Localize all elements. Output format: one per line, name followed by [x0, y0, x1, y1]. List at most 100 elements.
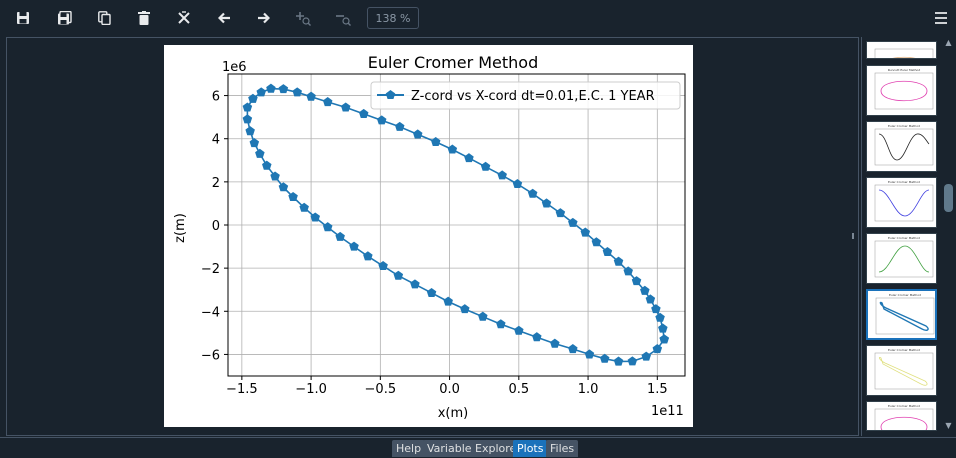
- plot-thumbnail[interactable]: Euler Cromer Method: [866, 289, 937, 340]
- chart-title: Euler Cromer Method: [368, 53, 539, 72]
- data-point: [655, 312, 665, 322]
- data-point: [497, 170, 507, 180]
- thumbnail-frame: [874, 352, 934, 390]
- data-point: [248, 93, 258, 103]
- data-point: [266, 83, 276, 93]
- thumbnail-frame: [874, 184, 934, 222]
- plots-toolbar: 138 %: [0, 0, 956, 36]
- next-icon[interactable]: [250, 6, 276, 30]
- hamburger-menu-icon[interactable]: [930, 8, 952, 28]
- x-tick-label: 0.0: [439, 382, 460, 397]
- x-tick-label: 0.5: [508, 382, 529, 397]
- data-point: [640, 285, 650, 295]
- data-point: [245, 126, 255, 136]
- data-point: [591, 237, 602, 247]
- data-point: [443, 296, 453, 306]
- thumbnail-preview: Runcutt Euler Method: [874, 68, 934, 110]
- data-point: [527, 188, 538, 198]
- data-point: [363, 251, 373, 261]
- thumbnail-frame: [875, 297, 935, 335]
- data-point: [645, 294, 656, 304]
- y-tick-label: 4: [212, 133, 220, 148]
- plot-thumbnail[interactable]: Euler Cromer Method: [866, 345, 937, 396]
- scroll-up-icon[interactable]: ▲: [945, 38, 952, 47]
- data-point: [651, 304, 661, 314]
- plot-thumbnail[interactable]: Euler Cromer Method: [866, 401, 937, 446]
- x-tick-label: −1.0: [295, 382, 327, 397]
- y-offset-label: 1e6: [222, 60, 247, 75]
- data-point: [335, 231, 345, 241]
- data-point: [652, 344, 663, 354]
- thumbnail-preview: Euler Cromer Method: [874, 404, 934, 446]
- x-tick-label: −0.5: [365, 382, 397, 397]
- y-tick-label: −4: [201, 305, 220, 320]
- x-tick-label: −1.5: [226, 382, 258, 397]
- pane-splitter[interactable]: [852, 233, 854, 239]
- data-point: [378, 260, 388, 271]
- previous-icon[interactable]: [211, 6, 237, 30]
- thumbnail-preview: Euler Cromer Method: [874, 180, 934, 222]
- thumbnail-curve: [878, 245, 930, 273]
- data-point: [514, 325, 524, 335]
- y-tick-label: −6: [201, 348, 220, 363]
- data-point: [555, 208, 566, 218]
- data-point: [306, 91, 316, 101]
- delete-all-icon[interactable]: [171, 6, 197, 30]
- data-point: [496, 319, 506, 329]
- data-point: [541, 198, 552, 208]
- plot-thumbnail[interactable]: [866, 41, 937, 86]
- legend-label: Z-cord vs X-cord dt=0.01,E.C. 1 YEAR: [411, 89, 655, 104]
- thumbnail-frame: [874, 48, 934, 86]
- data-point: [322, 222, 333, 232]
- data-point: [480, 161, 491, 171]
- x-axis-label: x(m): [438, 406, 469, 421]
- plot-thumbnail[interactable]: Runcutt Euler Method: [866, 65, 937, 116]
- thumbnail-frame: [874, 128, 934, 166]
- zoom-level[interactable]: 138 %: [367, 7, 419, 29]
- data-point: [412, 129, 423, 139]
- thumbnail-frame: [874, 240, 934, 278]
- data-point: [249, 138, 260, 148]
- plot-thumbnail[interactable]: Euler Cromer Method: [866, 121, 937, 172]
- thumbnail-scrollbar-handle[interactable]: [944, 184, 953, 212]
- data-point: [270, 171, 280, 181]
- plot-thumbnail[interactable]: Euler Cromer Method: [866, 233, 937, 284]
- scroll-down-icon[interactable]: ▼: [945, 421, 952, 430]
- data-point: [299, 202, 309, 212]
- thumbnail-curve: [878, 357, 928, 386]
- thumbnail-curve: [880, 80, 928, 102]
- zoom-in-icon[interactable]: [290, 6, 316, 30]
- data-point: [613, 256, 624, 266]
- tab-files[interactable]: Files: [546, 440, 579, 457]
- data-point: [256, 87, 266, 97]
- thumbnail-title: Runcutt Euler Method: [888, 68, 921, 72]
- plot-thumbnail[interactable]: Euler Cromer Method: [866, 177, 937, 228]
- tab-help[interactable]: Help: [392, 440, 426, 457]
- save-all-icon[interactable]: [51, 6, 77, 30]
- data-point: [584, 349, 595, 359]
- data-point: [349, 241, 359, 251]
- data-point: [478, 311, 488, 321]
- data-point: [278, 182, 289, 192]
- copy-icon[interactable]: [91, 6, 117, 30]
- zoom-out-icon[interactable]: [330, 6, 356, 30]
- data-point: [631, 276, 642, 286]
- data-point: [278, 84, 289, 94]
- delete-icon[interactable]: [131, 6, 157, 30]
- thumbnail-curve: [878, 189, 930, 217]
- thumbnail-title: Euler Cromer Method: [888, 404, 920, 408]
- tab-variable-explorer[interactable]: Variable Explorer: [423, 440, 525, 457]
- legend-marker: [385, 90, 396, 100]
- data-point: [410, 279, 420, 289]
- thumbnail-preview: Euler Cromer Method: [875, 293, 935, 335]
- legend: Z-cord vs X-cord dt=0.01,E.C. 1 YEAR: [370, 81, 681, 110]
- tab-plots[interactable]: Plots: [513, 440, 548, 457]
- data-point: [613, 356, 624, 366]
- data-point: [623, 266, 633, 276]
- data-point: [242, 114, 253, 124]
- x-tick-label: 1.0: [578, 382, 599, 397]
- data-point: [512, 179, 523, 189]
- save-icon[interactable]: [10, 6, 36, 30]
- thumbnail-sidebar: Runcutt Euler Method Euler Cromer Method E…: [861, 37, 956, 446]
- data-point: [532, 332, 542, 342]
